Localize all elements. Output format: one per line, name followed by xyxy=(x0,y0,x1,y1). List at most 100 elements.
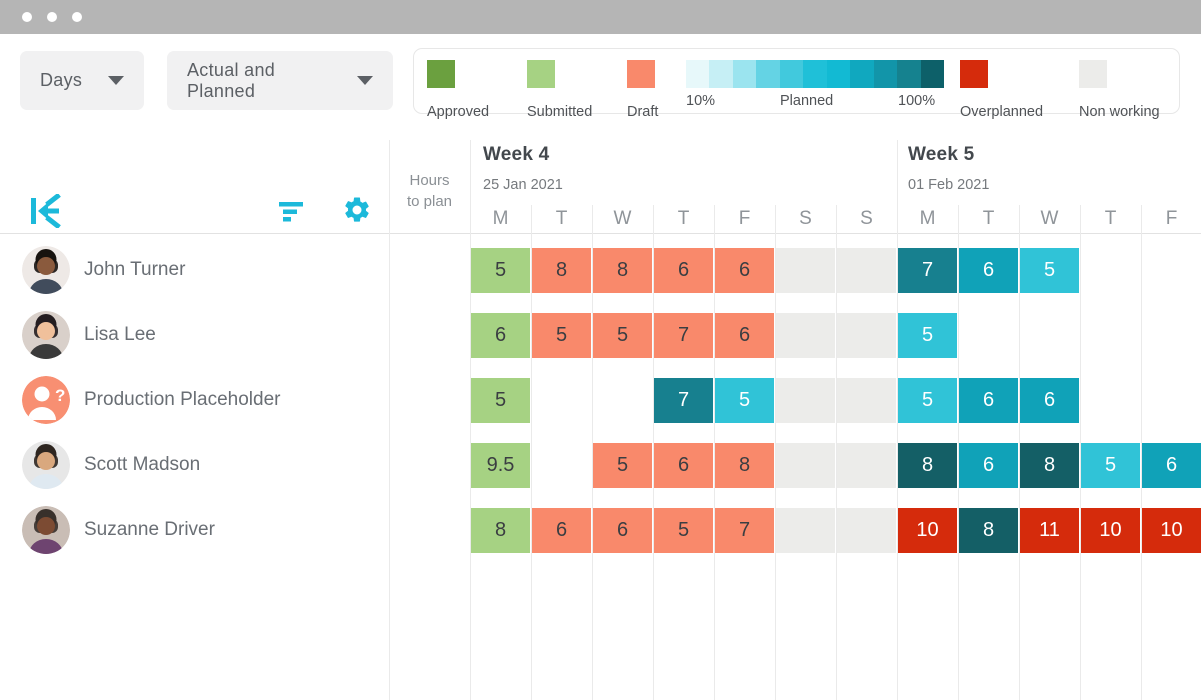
schedule-cell[interactable]: 6 xyxy=(654,248,713,293)
non-working-cell[interactable] xyxy=(837,248,896,293)
schedule-cell[interactable]: 5 xyxy=(593,313,652,358)
schedule-cell[interactable]: 5 xyxy=(715,378,774,423)
schedule-cell[interactable]: 5 xyxy=(532,313,591,358)
schedule-cell[interactable]: 10 xyxy=(898,508,957,553)
schedule-cell[interactable]: 8 xyxy=(471,508,530,553)
legend-label: Non working xyxy=(1079,104,1160,120)
timescale-dropdown-value: Days xyxy=(40,70,83,90)
app-logo[interactable] xyxy=(28,192,64,233)
schedule-cell[interactable]: 8 xyxy=(715,443,774,488)
view-mode-dropdown[interactable]: Actual and Planned xyxy=(167,51,393,110)
legend-item-approved: Approved xyxy=(427,60,489,120)
profile-photo xyxy=(22,506,70,554)
schedule-cell[interactable]: 6 xyxy=(959,248,1018,293)
schedule-cell[interactable]: 5 xyxy=(898,378,957,423)
planned-gradient-step xyxy=(920,60,944,88)
schedule-cell[interactable]: 7 xyxy=(654,378,713,423)
legend-item-submitted: Submitted xyxy=(527,60,592,120)
cell-hours-value: 11 xyxy=(1039,519,1060,541)
schedule-cell[interactable]: 5 xyxy=(898,313,957,358)
schedule-cell[interactable]: 10 xyxy=(1081,508,1140,553)
week-divider-line xyxy=(470,140,471,700)
filter-button[interactable] xyxy=(278,200,304,227)
schedule-cell[interactable]: 10 xyxy=(1142,508,1201,553)
non-working-cell[interactable] xyxy=(837,508,896,553)
settings-button[interactable] xyxy=(342,195,372,230)
schedule-cell[interactable]: 5 xyxy=(654,508,713,553)
non-working-cell[interactable] xyxy=(837,313,896,358)
planned-gradient-step xyxy=(897,60,921,88)
schedule-cell[interactable]: 8 xyxy=(593,248,652,293)
cell-hours-value: 5 xyxy=(921,324,934,346)
day-header: F xyxy=(1165,208,1178,229)
resource-name[interactable]: Scott Madson xyxy=(84,454,201,475)
schedule-cell[interactable]: 6 xyxy=(593,508,652,553)
schedule-cell[interactable]: 11 xyxy=(1020,508,1079,553)
avatar[interactable]: ? xyxy=(22,376,70,424)
schedule-cell[interactable]: 5 xyxy=(593,443,652,488)
placeholder-avatar-icon: ? xyxy=(22,376,70,424)
schedule-cell[interactable]: 8 xyxy=(959,508,1018,553)
cell-hours-value: 5 xyxy=(1043,259,1056,281)
cell-hours-value: 9.5 xyxy=(486,454,515,476)
schedule-cell[interactable]: 5 xyxy=(471,248,530,293)
window-dot-icon[interactable] xyxy=(47,12,57,22)
day-header: S xyxy=(860,208,873,229)
avatar[interactable] xyxy=(22,441,70,489)
schedule-cell[interactable]: 6 xyxy=(715,313,774,358)
non-working-cell[interactable] xyxy=(776,443,835,488)
schedule-cell[interactable]: 7 xyxy=(715,508,774,553)
schedule-cell[interactable]: 6 xyxy=(654,443,713,488)
cell-hours-value: 10 xyxy=(1160,519,1183,541)
schedule-cell[interactable]: 8 xyxy=(898,443,957,488)
submitted-swatch xyxy=(527,60,555,88)
avatar[interactable] xyxy=(22,246,70,294)
avatar[interactable] xyxy=(22,311,70,359)
schedule-cell[interactable]: 6 xyxy=(1020,378,1079,423)
schedule-cell[interactable]: 5 xyxy=(1081,443,1140,488)
day-header: F xyxy=(738,208,751,229)
cell-hours-value: 7 xyxy=(921,259,934,281)
overplanned-swatch xyxy=(960,60,988,88)
schedule-cell[interactable]: 6 xyxy=(715,248,774,293)
window-dot-icon[interactable] xyxy=(22,12,32,22)
day-header: W xyxy=(613,208,632,229)
cell-hours-value: 5 xyxy=(921,389,934,411)
panel-divider-line xyxy=(389,140,390,700)
schedule-cell[interactable]: 8 xyxy=(532,248,591,293)
cell-hours-value: 5 xyxy=(1104,454,1117,476)
gridline xyxy=(836,205,837,700)
day-header: T xyxy=(1104,208,1117,229)
schedule-cell[interactable]: 5 xyxy=(471,378,530,423)
timescale-dropdown[interactable]: Days xyxy=(20,51,144,110)
non-working-cell[interactable] xyxy=(837,378,896,423)
schedule-cell[interactable]: 6 xyxy=(532,508,591,553)
schedule-cell[interactable]: 9.5 xyxy=(471,443,530,488)
schedule-cell[interactable]: 6 xyxy=(959,378,1018,423)
schedule-cell[interactable]: 5 xyxy=(1020,248,1079,293)
window-dot-icon[interactable] xyxy=(72,12,82,22)
non-working-cell[interactable] xyxy=(837,443,896,488)
schedule-cell[interactable]: 7 xyxy=(654,313,713,358)
planned-gradient-step xyxy=(709,60,733,88)
schedule-cell[interactable]: 7 xyxy=(898,248,957,293)
schedule-cell[interactable]: 6 xyxy=(1142,443,1201,488)
non-working-cell[interactable] xyxy=(776,378,835,423)
cell-hours-value: 7 xyxy=(677,324,690,346)
schedule-cell[interactable]: 8 xyxy=(1020,443,1079,488)
avatar[interactable] xyxy=(22,506,70,554)
hours-header-line2: to plan xyxy=(406,193,453,210)
resource-name[interactable]: Suzanne Driver xyxy=(84,519,215,540)
day-header: M xyxy=(919,208,936,229)
resource-name[interactable]: Production Placeholder xyxy=(84,389,281,410)
non-working-cell[interactable] xyxy=(776,508,835,553)
non-working-cell[interactable] xyxy=(776,313,835,358)
planned-gradient-step xyxy=(826,60,851,88)
day-header: M xyxy=(492,208,509,229)
resource-name[interactable]: John Turner xyxy=(84,259,186,280)
schedule-cell[interactable]: 6 xyxy=(959,443,1018,488)
schedule-cell[interactable]: 6 xyxy=(471,313,530,358)
planned-gradient-step xyxy=(850,60,874,88)
resource-name[interactable]: Lisa Lee xyxy=(84,324,156,345)
non-working-cell[interactable] xyxy=(776,248,835,293)
